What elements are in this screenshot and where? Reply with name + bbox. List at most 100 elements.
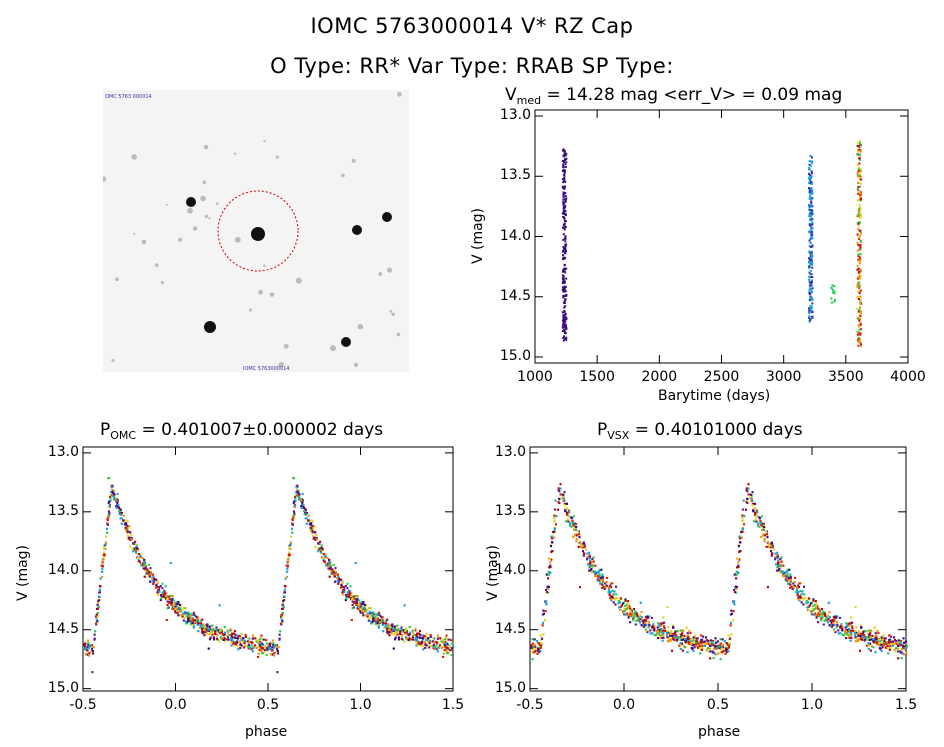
- phase-point: [265, 654, 268, 657]
- phase-point: [346, 591, 349, 594]
- timeseries-point: [857, 192, 860, 195]
- phase-point: [273, 652, 276, 655]
- phase-point: [893, 648, 896, 651]
- timeseries-point: [811, 263, 814, 266]
- phase-point: [240, 632, 243, 635]
- phase-point: [352, 595, 355, 598]
- phase-point: [242, 637, 245, 640]
- timeseries-point: [831, 291, 834, 294]
- phase-point: [378, 619, 381, 622]
- phase-point: [265, 639, 268, 642]
- timeseries-point: [810, 305, 813, 308]
- phase-point: [395, 630, 398, 633]
- phase-point: [451, 648, 454, 651]
- phase-point: [742, 530, 745, 533]
- timeseries-point: [563, 323, 566, 326]
- timeseries-point: [809, 208, 812, 211]
- timeseries-point: [565, 318, 568, 321]
- phase-point: [814, 600, 817, 603]
- phase-point: [164, 595, 167, 598]
- timeseries-point: [809, 258, 812, 261]
- phase-point: [552, 536, 555, 539]
- phase-point: [336, 573, 339, 576]
- timeseries-point: [811, 266, 814, 269]
- phase-point: [192, 619, 195, 622]
- phase-point: [365, 609, 368, 612]
- phase-point: [116, 506, 119, 509]
- phase-point: [328, 563, 331, 566]
- phase-point: [166, 607, 169, 610]
- phase-point: [739, 550, 742, 553]
- phase-point: [169, 561, 172, 564]
- timeseries-point: [562, 278, 565, 281]
- phase-point: [698, 641, 701, 644]
- phase-point: [272, 646, 275, 649]
- phase-point: [676, 630, 679, 633]
- timeseries-point: [564, 249, 567, 252]
- phase-point: [87, 646, 90, 649]
- phase-point: [260, 650, 263, 653]
- phase-point: [238, 640, 241, 643]
- phase-point: [586, 552, 589, 555]
- phase-point: [316, 547, 319, 550]
- phase-point: [639, 617, 642, 620]
- phase-point: [153, 578, 156, 581]
- phase-point: [284, 577, 287, 580]
- phase-point: [626, 600, 629, 603]
- phase-point: [864, 630, 867, 633]
- phase-point: [644, 628, 647, 631]
- phase-point: [155, 584, 158, 587]
- phase-point: [272, 643, 275, 646]
- timeseries-point: [564, 226, 567, 229]
- phase-point: [387, 623, 390, 626]
- star: [251, 227, 265, 241]
- timeseries-point: [859, 246, 862, 249]
- star: [111, 358, 115, 362]
- phase-point: [867, 638, 870, 641]
- phase-point: [220, 629, 223, 632]
- timeseries-point: [858, 278, 861, 281]
- phase-point: [701, 644, 704, 647]
- phase-point: [107, 516, 110, 519]
- phase-point: [145, 572, 148, 575]
- phase-point: [777, 559, 780, 562]
- timeseries-point: [859, 175, 862, 178]
- phase-point: [115, 498, 118, 501]
- phase-point: [789, 583, 792, 586]
- phase-point: [112, 495, 115, 498]
- timeseries-point: [563, 187, 566, 190]
- phase-point: [96, 611, 99, 614]
- phase-point: [637, 615, 640, 618]
- phase-point: [87, 639, 90, 642]
- timeseries-point: [858, 339, 861, 342]
- phase-point: [837, 629, 840, 632]
- timeseries-point: [857, 170, 860, 173]
- timeseries-point: [809, 296, 812, 299]
- timeseries-point: [810, 214, 813, 217]
- timeseries-point: [562, 315, 565, 318]
- timeseries-point: [810, 187, 813, 190]
- phase-point: [317, 542, 320, 545]
- phase-point: [143, 560, 146, 563]
- timeseries-point: [562, 286, 565, 289]
- phase-point: [320, 546, 323, 549]
- phase-point: [678, 644, 681, 647]
- phase-point: [108, 504, 111, 507]
- phase-point: [263, 648, 266, 651]
- phase-point: [182, 612, 185, 615]
- phase-point: [442, 652, 445, 655]
- phase-point: [416, 632, 419, 635]
- phase-point: [239, 637, 242, 640]
- phase-point: [231, 632, 234, 635]
- phase-point: [795, 591, 798, 594]
- timeseries-point: [860, 302, 863, 305]
- phase-point: [853, 630, 856, 633]
- phase-point: [425, 644, 428, 647]
- phase-point: [236, 637, 239, 640]
- phase-point: [224, 631, 227, 634]
- timeseries-point: [561, 159, 564, 162]
- phase-point: [415, 644, 418, 647]
- phase-point: [211, 624, 214, 627]
